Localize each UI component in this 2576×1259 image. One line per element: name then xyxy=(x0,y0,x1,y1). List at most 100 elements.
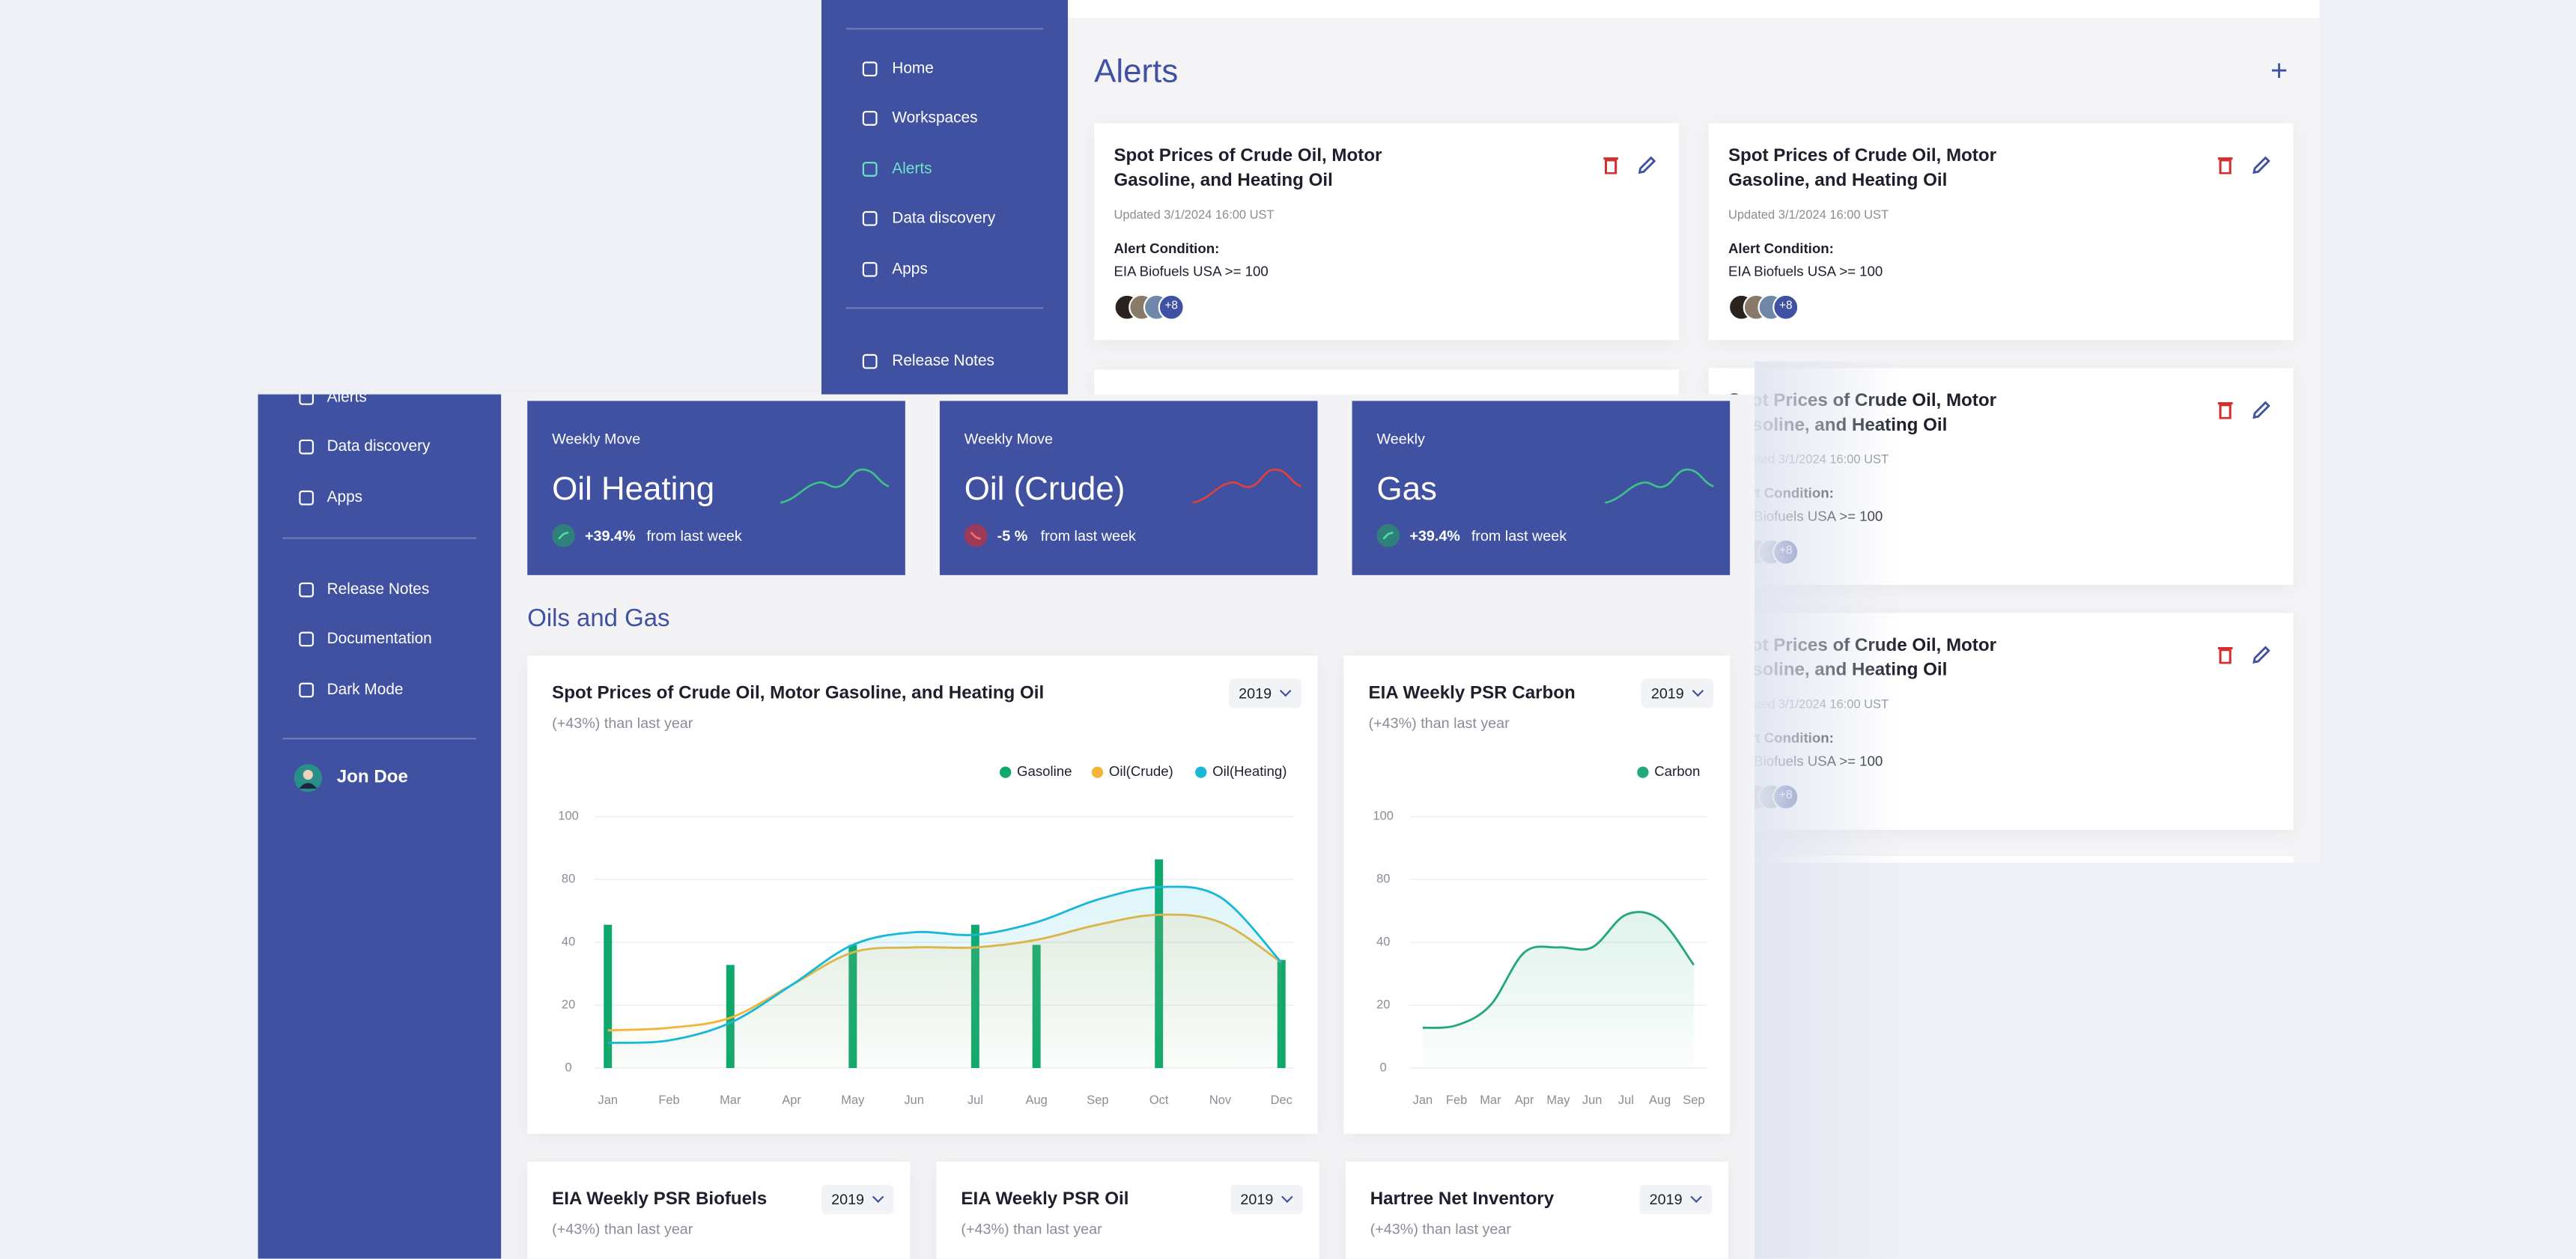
alert-card: Spot Prices of Crude Oil, Motor Gasoline… xyxy=(1094,123,1680,341)
x-tick-label: Jan xyxy=(1413,1093,1433,1107)
bar xyxy=(604,924,613,1069)
alert-card: Spot Prices of Crude Oil, Motor Gasoline… xyxy=(1708,123,2294,341)
x-tick-label: Mar xyxy=(1480,1093,1501,1107)
x-tick-label: Feb xyxy=(1446,1093,1467,1107)
x-tick-label: May xyxy=(1546,1093,1570,1107)
x-tick-label: Feb xyxy=(658,1093,679,1107)
nav-item[interactable]: Alerts xyxy=(326,394,367,407)
trend-badge xyxy=(964,524,988,547)
trash-icon xyxy=(2217,402,2233,419)
delete-button[interactable] xyxy=(2217,153,2233,175)
weekly-change-note: from last week xyxy=(646,527,742,544)
year-select[interactable]: 2019 xyxy=(1639,1184,1713,1215)
edit-icon xyxy=(1638,156,1656,175)
line xyxy=(607,885,1283,1044)
divider xyxy=(282,537,477,539)
legend-label: Gasoline xyxy=(1017,763,1072,779)
chart: 0 20 40 80 100 Jan Feb Mar Apr May Jun Jul Aug Sep Car… xyxy=(1373,763,1707,1107)
nav-icon xyxy=(299,682,315,698)
card-subtitle: (+43%) than last year xyxy=(1370,1221,1511,1237)
fade xyxy=(1755,361,1903,1259)
nav-item[interactable]: Documentation xyxy=(326,630,432,649)
x-tick-label: Jan xyxy=(598,1093,618,1107)
condition: EIA Biofuels USA >= 100 xyxy=(1114,263,1269,279)
nav-item[interactable]: Release Notes xyxy=(326,580,430,599)
add-button[interactable]: + xyxy=(2270,54,2288,88)
x-tick-label: Aug xyxy=(1026,1093,1048,1107)
trash-icon xyxy=(1603,157,1618,175)
area xyxy=(1422,911,1694,1069)
nav-icon xyxy=(299,631,315,647)
nav-item[interactable]: Home xyxy=(892,60,934,79)
edit-button[interactable] xyxy=(1638,153,1656,175)
nav-item[interactable]: Apps xyxy=(892,260,928,279)
x-tick-label: Jun xyxy=(904,1093,924,1107)
nav-item[interactable]: Data discovery xyxy=(326,437,431,456)
nav-item[interactable]: Data discovery xyxy=(892,209,996,228)
y-tick-label: 20 xyxy=(1376,998,1390,1011)
x-tick-label: Aug xyxy=(1649,1093,1671,1107)
sparkline-svg xyxy=(1192,468,1302,504)
legend-dot xyxy=(1195,766,1207,778)
nav-icon xyxy=(862,162,878,177)
avatar-more: +8 xyxy=(1772,294,1799,321)
trash-icon xyxy=(2217,157,2233,175)
year-select[interactable]: 2019 xyxy=(1229,679,1301,709)
y-tick-label: 0 xyxy=(1380,1061,1387,1074)
delete-button[interactable] xyxy=(1603,153,1618,175)
x-tick-label: Mar xyxy=(720,1093,741,1107)
weekly-change: +39.4% xyxy=(585,527,636,544)
edit-button[interactable] xyxy=(2253,643,2270,664)
legend-dot xyxy=(1637,766,1649,778)
weekly-card: Weekly Gas +39.4% from last week xyxy=(1352,401,1731,575)
y-tick-label: 100 xyxy=(558,810,578,823)
trend-icon xyxy=(1382,531,1394,540)
condition: EIA Biofuels USA >= 100 xyxy=(1728,263,1883,279)
divider xyxy=(845,307,1044,309)
x-tick-label: Jul xyxy=(967,1093,983,1107)
weekly-title: Oil Heating xyxy=(552,471,715,508)
y-tick-label: 80 xyxy=(562,873,575,886)
chart-card: Hartree Net Inventory 2019 (+43%) than las… xyxy=(1345,1162,1728,1259)
nav-icon xyxy=(299,490,315,506)
x-tick-label: Jun xyxy=(1582,1093,1603,1107)
chart-card: EIA Weekly PSR Biofuels 2019 (+43%) than l… xyxy=(527,1162,911,1259)
x-tick-label: Oct xyxy=(1149,1093,1169,1107)
sparkline xyxy=(1599,450,1722,516)
edit-icon xyxy=(2253,646,2270,664)
x-tick-label: Sep xyxy=(1087,1093,1108,1107)
weekly-change-note: from last week xyxy=(1471,527,1567,544)
year-select[interactable]: 2019 xyxy=(821,1184,894,1215)
y-tick-label: 40 xyxy=(1376,935,1390,949)
page-title: Alerts xyxy=(1094,54,1179,91)
chart-title: EIA Weekly PSR Carbon xyxy=(1368,683,1576,703)
chart-subtitle: (+43%) than last year xyxy=(552,715,693,732)
weekly-change: +39.4% xyxy=(1409,527,1460,544)
nav-item[interactable]: Apps xyxy=(326,488,363,507)
chart-subtitle: (+43%) than last year xyxy=(1368,715,1510,732)
nav-icon xyxy=(299,439,315,455)
year-select[interactable]: 2019 xyxy=(1230,1184,1303,1215)
nav-icon xyxy=(862,61,878,77)
delete-button[interactable] xyxy=(2217,643,2233,664)
edit-button[interactable] xyxy=(2253,153,2270,175)
nav-item[interactable]: Release Notes xyxy=(892,352,994,371)
avatar-more: +8 xyxy=(1158,294,1185,321)
nav-item[interactable]: Dark Mode xyxy=(326,681,404,700)
nav-item[interactable]: Workspaces xyxy=(892,109,978,128)
sparkline xyxy=(1186,450,1310,516)
nav-item[interactable]: Alerts xyxy=(892,160,932,179)
year-select[interactable]: 2019 xyxy=(1641,679,1714,709)
line xyxy=(1422,911,1695,1029)
bar xyxy=(726,965,735,1069)
card-subtitle: (+43%) than last year xyxy=(961,1221,1102,1237)
y-tick-label: 0 xyxy=(565,1061,572,1074)
nav-icon xyxy=(862,261,878,277)
card-title: EIA Weekly PSR Oil xyxy=(961,1189,1129,1210)
delete-button[interactable] xyxy=(2217,398,2233,419)
alert-updated: Updated 3/1/2024 16:00 UST xyxy=(1114,207,1275,222)
edit-button[interactable] xyxy=(2253,398,2270,419)
weekly-card: Weekly Move Oil Heating +39.4% from last we… xyxy=(527,401,905,575)
